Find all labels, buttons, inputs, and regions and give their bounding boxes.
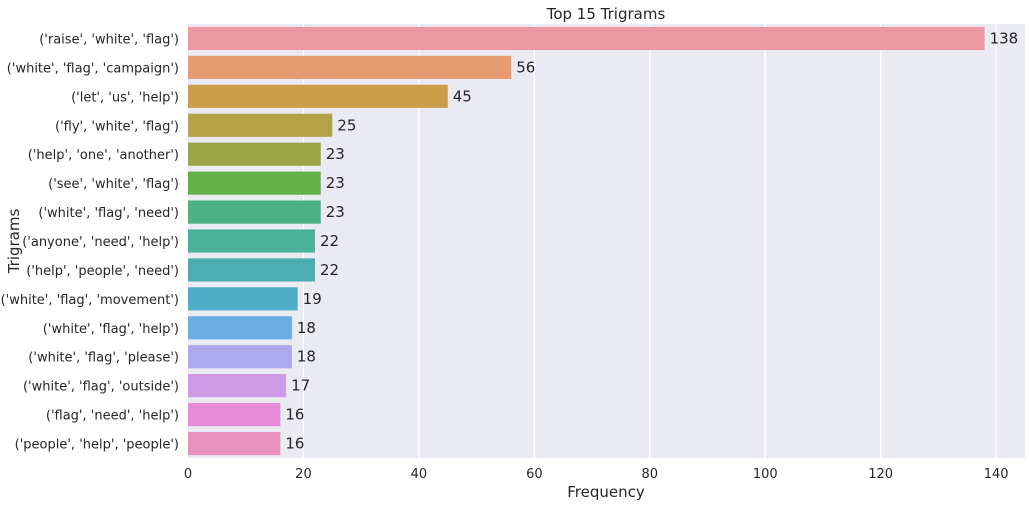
bar [188, 316, 292, 340]
y-tick-label: ('see', 'white', 'flag') [48, 177, 179, 192]
bar-value-label: 16 [285, 435, 304, 453]
bar [188, 345, 292, 369]
bar-value-label: 23 [326, 145, 345, 163]
y-tick-label: ('flag', 'need', 'help') [46, 409, 179, 424]
bar [188, 200, 321, 224]
y-tick-label: ('white', 'flag', 'need') [38, 206, 179, 221]
y-tick-label: ('white', 'flag', 'please') [28, 351, 179, 366]
bar-value-label: 18 [297, 348, 316, 366]
bar [188, 26, 985, 51]
y-tick-label: ('let', 'us', 'help') [71, 90, 179, 105]
y-tick-label: ('raise', 'white', 'flag') [39, 32, 179, 47]
y-tick-label: ('fly', 'white', 'flag') [55, 119, 179, 134]
bar [188, 374, 287, 398]
x-tick-label: 20 [295, 467, 312, 482]
bar [188, 229, 315, 253]
x-tick-label: 140 [984, 467, 1009, 482]
bars [188, 26, 985, 456]
y-tick-label: ('white', 'flag', 'outside') [23, 380, 179, 395]
y-tick-label: ('people', 'help', 'people') [15, 438, 179, 453]
y-tick-label: ('anyone', 'need', 'help') [22, 235, 179, 250]
bar-value-label: 138 [990, 29, 1019, 47]
y-tick-label: ('white', 'flag', 'campaign') [7, 61, 179, 76]
bar-value-label: 16 [285, 406, 304, 424]
x-tick-label: 40 [411, 467, 428, 482]
bar-value-label: 18 [297, 319, 316, 337]
bar-value-label: 45 [453, 87, 472, 105]
x-tick-label: 120 [868, 467, 893, 482]
bar [188, 171, 321, 195]
y-tick-labels: ('raise', 'white', 'flag') ('white', 'fla… [1, 32, 179, 452]
y-tick-label: ('white', 'flag', 'help') [43, 322, 179, 337]
y-tick-label: ('help', 'one', 'another') [28, 148, 179, 163]
chart-title: Top 15 Trigrams [546, 5, 666, 23]
y-tick-label: ('help', 'people', 'need') [26, 264, 179, 279]
bar-value-label: 25 [337, 116, 356, 134]
bar [188, 142, 321, 166]
y-tick-label: ('white', 'flag', 'movement') [1, 293, 179, 308]
x-axis-label: Frequency [567, 483, 645, 501]
bar-value-label: 22 [320, 232, 339, 250]
x-tick-label: 60 [526, 467, 543, 482]
x-tick-label: 80 [642, 467, 659, 482]
bar [188, 258, 315, 282]
bar [188, 431, 281, 456]
x-tick-labels: 0 20 40 60 80 100 120 140 [184, 467, 1009, 482]
bar-value-label: 56 [516, 58, 535, 76]
bar-value-label: 23 [326, 203, 345, 221]
bar [188, 113, 333, 137]
bar [188, 84, 448, 108]
bar [188, 403, 281, 427]
bar [188, 55, 512, 79]
bar-value-label: 19 [303, 290, 322, 308]
bar-value-label: 17 [291, 377, 310, 395]
y-axis-label: Trigrams [5, 209, 23, 275]
x-tick-label: 0 [184, 467, 192, 482]
value-labels: 138 56 45 25 23 23 23 22 22 19 18 18 17 16 16 [285, 29, 1018, 452]
x-tick-label: 100 [753, 467, 778, 482]
bar-value-label: 22 [320, 261, 339, 279]
bar [188, 287, 298, 311]
bar-value-label: 23 [326, 174, 345, 192]
